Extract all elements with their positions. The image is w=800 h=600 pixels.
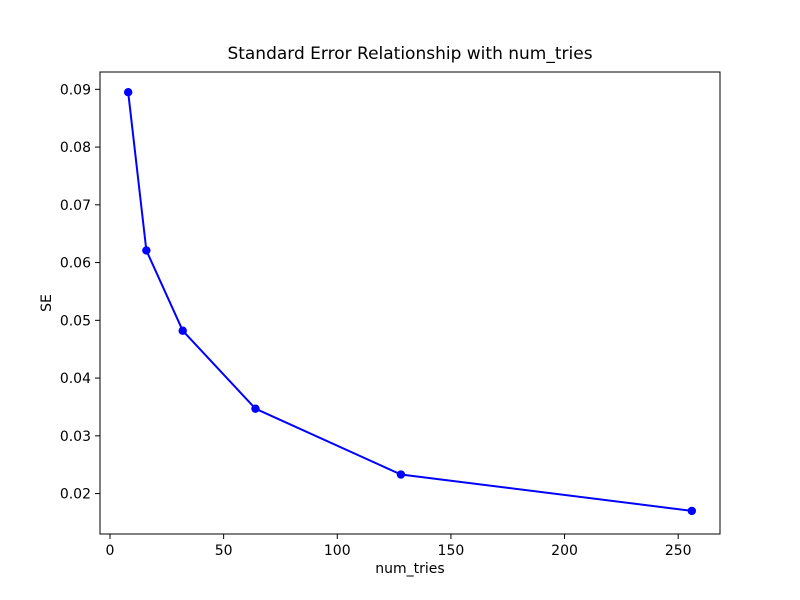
y-tick-label: 0.07 <box>60 198 91 214</box>
y-tick-label: 0.06 <box>60 256 91 272</box>
x-tick-label: 50 <box>215 543 233 559</box>
x-tick-label: 100 <box>324 543 351 559</box>
x-tick-label: 200 <box>551 543 578 559</box>
y-tick-label: 0.09 <box>60 82 91 98</box>
data-point <box>687 506 697 516</box>
x-tick-label: 250 <box>665 543 692 559</box>
data-point <box>251 404 260 413</box>
x-axis-label: num_tries <box>375 561 445 577</box>
data-point <box>123 88 133 97</box>
chart-title: Standard Error Relationship with num_tri… <box>227 44 593 64</box>
series-line <box>127 91 693 512</box>
y-tick-label: 0.05 <box>60 313 91 329</box>
data-point <box>396 470 406 479</box>
y-tick-label: 0.04 <box>60 371 91 387</box>
y-tick-label: 0.03 <box>60 429 91 445</box>
y-tick-label: 0.02 <box>60 487 91 503</box>
plot-border <box>99 71 721 535</box>
data-point <box>142 246 151 255</box>
x-tick-label: 0 <box>106 543 115 559</box>
x-tick-label: 150 <box>438 543 465 559</box>
y-tick-label: 0.08 <box>60 140 91 156</box>
y-axis-label: SE <box>39 294 55 312</box>
data-point <box>178 326 187 335</box>
